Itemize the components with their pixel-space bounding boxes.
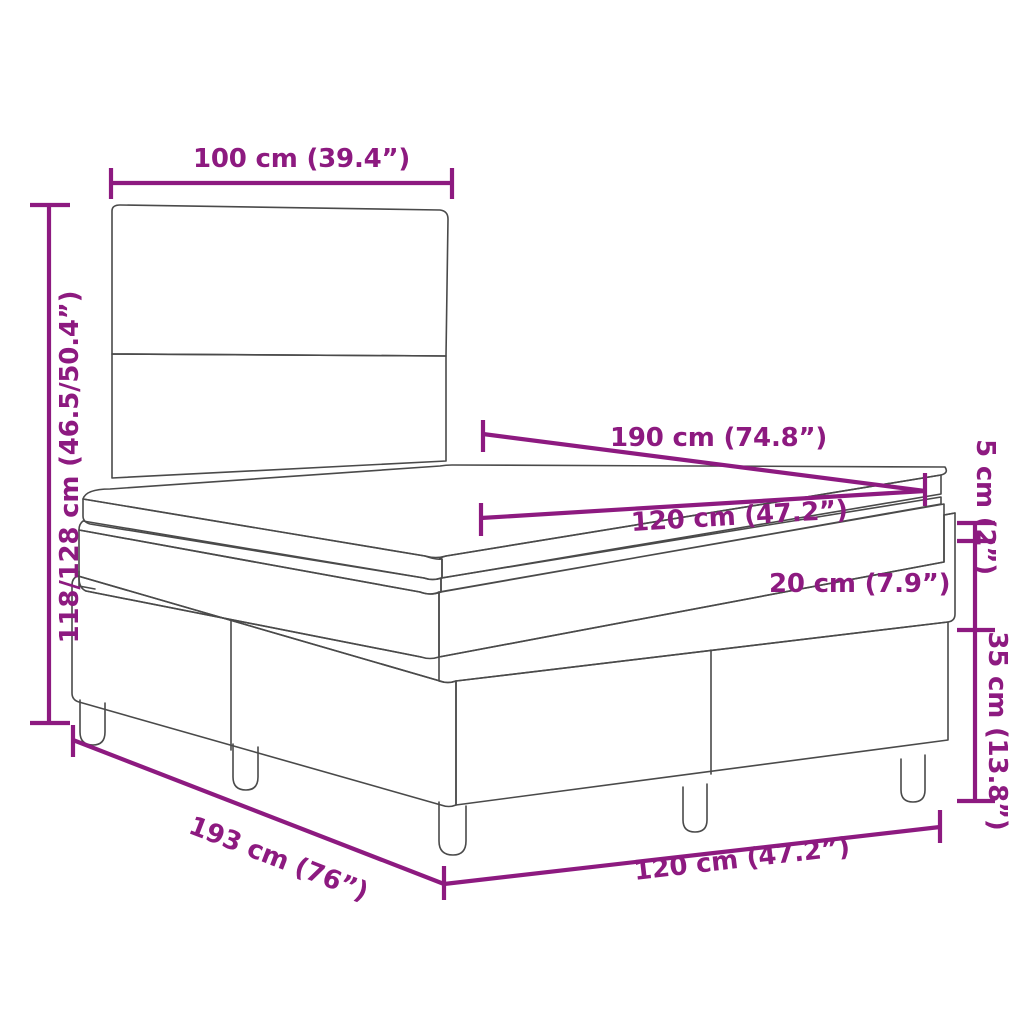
base-right-face-main [455, 621, 949, 806]
base-left-top-edge [77, 575, 441, 682]
dim-line-base-width [443, 824, 941, 887]
leg-back-mid [682, 783, 708, 833]
mattress-bottom-edge [85, 590, 422, 658]
dim-line-mattress-length [482, 431, 926, 494]
dim-label-topper-thickness: 5 cm (2”) [970, 439, 1000, 575]
leg-front-mid [232, 743, 259, 791]
leg-front-right [438, 801, 467, 856]
dim-label-mattress-thickness: 20 cm (7.9”) [769, 569, 951, 599]
dim-label-headboard-width: 100 cm (39.4”) [193, 144, 411, 174]
dim-label-mattress-length: 190 cm (74.8”) [610, 423, 828, 453]
dim-line-base-length [72, 738, 445, 886]
dim-label-total-height: 118/128 cm (46.5/50.4”) [55, 290, 85, 644]
leg-back-right [900, 754, 926, 803]
leg-front-left [79, 699, 106, 746]
headboard-lower-panel [111, 353, 447, 479]
headboard-upper-panel [111, 204, 449, 357]
dim-label-base-height: 35 cm (13.8”) [982, 631, 1012, 831]
base-back-top-edge [943, 512, 956, 516]
dim-line-mattress-width [480, 488, 926, 521]
